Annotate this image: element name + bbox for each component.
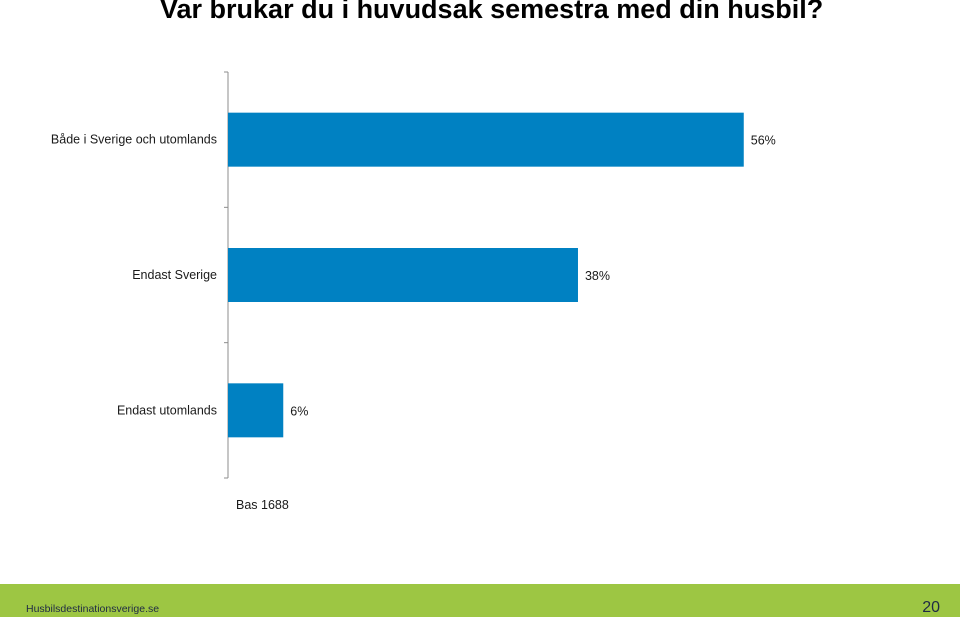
bar <box>228 112 744 167</box>
data-label: 38% <box>585 269 610 283</box>
data-label: 6% <box>290 404 308 418</box>
bar <box>228 248 578 302</box>
chart-title: Var brukar du i huvudsak semestra med di… <box>160 0 824 24</box>
page-number: 20 <box>922 599 940 616</box>
footer-bar: Husbilsdestinationsverige.se 20 <box>0 584 960 617</box>
base-note: Bas 1688 <box>236 498 289 512</box>
bar <box>228 383 284 438</box>
bar-chart: Både i Sverige och utomlands 56% Endast Sv… <box>51 71 776 512</box>
category-label: Endast Sverige <box>132 268 217 282</box>
category-label: Både i Sverige och utomlands <box>51 133 217 147</box>
data-label: 56% <box>751 134 776 148</box>
footer-site-url[interactable]: Husbilsdestinationsverige.se <box>26 603 160 615</box>
category-label: Endast utomlands <box>117 403 217 417</box>
